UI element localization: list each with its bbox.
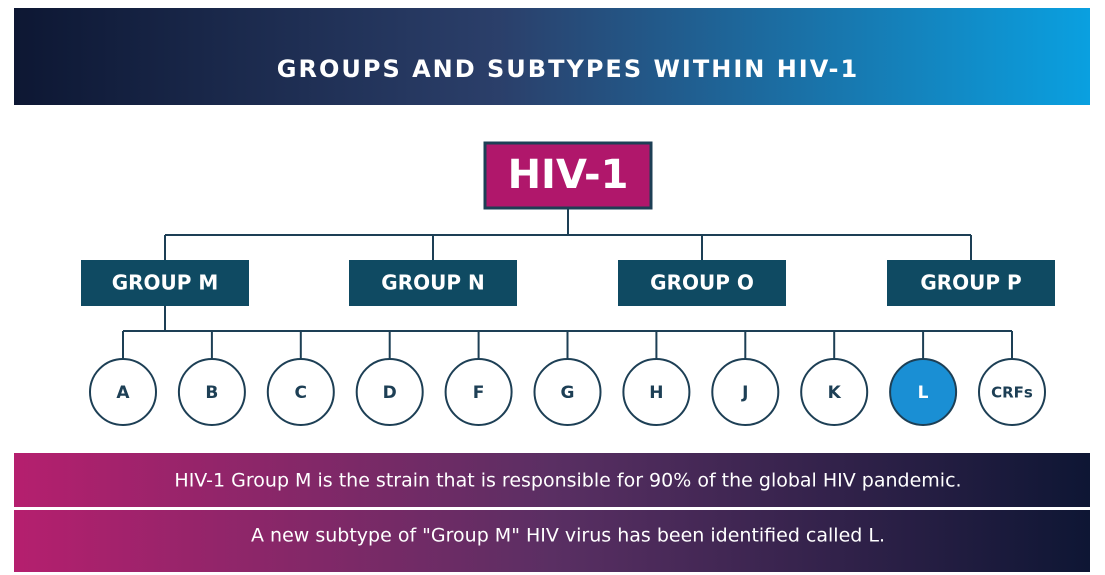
root-box — [483, 141, 653, 210]
subtype-label: CRFs — [991, 384, 1033, 402]
subtype-node — [177, 358, 246, 426]
header-band — [14, 8, 1090, 105]
note-text: A new subtype of "Group M" HIV virus has… — [251, 525, 885, 547]
note-band — [14, 453, 1090, 507]
subtype-label: L — [918, 383, 929, 403]
subtype-node — [711, 358, 780, 426]
group-box — [349, 260, 517, 306]
group-label: GROUP N — [381, 271, 484, 295]
subtype-label: G — [561, 383, 575, 403]
subtype-node — [266, 358, 335, 426]
group-label: GROUP M — [112, 271, 219, 295]
subtype-node — [444, 358, 513, 426]
subtype-label: A — [116, 383, 130, 403]
root-label: HIV-1 — [508, 152, 629, 198]
subtype-node — [355, 358, 424, 426]
subtype-node — [889, 358, 958, 426]
header-title: GROUPS AND SUBTYPES WITHIN HIV-1 — [277, 55, 859, 83]
group-box — [887, 260, 1055, 306]
subtype-label: D — [383, 383, 397, 403]
connectors — [123, 208, 1012, 332]
group-label: GROUP O — [650, 271, 754, 295]
subtype-node — [622, 358, 691, 426]
subtype-node — [800, 358, 869, 426]
note-text: HIV-1 Group M is the strain that is resp… — [174, 470, 961, 492]
group-box — [81, 260, 249, 306]
subtype-label: K — [828, 383, 842, 403]
subtype-label: B — [205, 383, 218, 403]
subtype-label: J — [741, 383, 748, 403]
subtype-label: C — [295, 383, 307, 403]
subtype-node — [533, 358, 602, 426]
subtype-node — [978, 358, 1046, 426]
subtype-node — [89, 358, 157, 426]
note-band — [14, 510, 1090, 572]
subtype-label: H — [649, 383, 663, 403]
group-label: GROUP P — [920, 271, 1021, 295]
group-box — [618, 260, 786, 306]
subtype-label: F — [473, 383, 485, 403]
